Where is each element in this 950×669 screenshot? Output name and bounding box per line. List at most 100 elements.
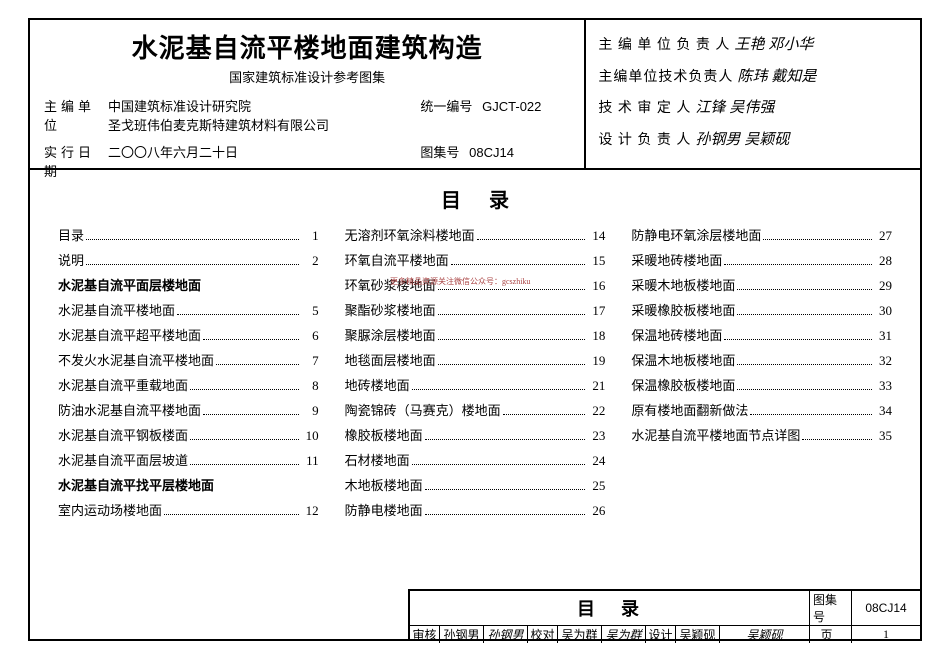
toc-text: 室内运动场楼地面 <box>58 500 162 519</box>
toc-text: 石材楼地面 <box>345 450 410 469</box>
toc-line: 橡胶板楼地面23 <box>345 425 606 444</box>
toc-dots <box>86 264 299 265</box>
toc-page: 6 <box>301 328 319 344</box>
toc-line: 说明 2 <box>58 250 319 269</box>
page-border: 水泥基自流平楼地面建筑构造 国家建筑标准设计参考图集 主编单位 中国建筑标准设计… <box>28 18 922 641</box>
toc-dots <box>724 264 872 265</box>
toc-dots <box>438 339 586 340</box>
sig3-v2: 吴伟强 <box>729 93 774 125</box>
toc-page: 2 <box>301 253 319 269</box>
toc-page: 7 <box>301 353 319 369</box>
footer-bottom: 审核 孙钢男 孙钢男 校对 吴为群 吴为群 设计 吴颖砚 吴颖砚 页 1 <box>410 626 920 643</box>
toc-text: 防静电环氧涂层楼地面 <box>631 225 761 244</box>
setnum-cell: 图集号 08CJ14 <box>420 142 570 161</box>
toc-line: 保温橡胶板楼地面33 <box>631 375 892 394</box>
sig2-v2: 戴知是 <box>771 62 816 94</box>
toc-line: 水泥基自流平超平楼地面 6 <box>58 325 319 344</box>
toc-page: 23 <box>587 428 605 444</box>
footer-page-value: 1 <box>852 626 920 643</box>
toc-dots <box>737 364 872 365</box>
toc-text: 木地板楼地面 <box>345 475 423 494</box>
toc-line: 水泥基自流平楼地面5 <box>58 300 319 319</box>
toc-page: 25 <box>587 478 605 494</box>
toc-text: 采暖木地板楼地面 <box>631 275 735 294</box>
toc-text: 水泥基自流平重载地面 <box>58 375 188 394</box>
toc-block: 目录 目录 1 说明 2 水泥基自流平面层楼地面水泥基自流平楼地面5 水泥基自流平超平楼地… <box>30 170 920 589</box>
toc-text: 水泥基自流平楼地面节点详图 <box>631 425 800 444</box>
toc-col-1: 目录 1 说明 2 水泥基自流平面层楼地面水泥基自流平楼地面5 水泥基自流平超平楼地面 6 不… <box>58 225 319 525</box>
date-value: 二〇〇八年六月二十日 <box>108 142 420 161</box>
toc-dots <box>412 389 586 390</box>
toc-dots <box>438 364 586 365</box>
toc-line: 地毯面层楼地面19 <box>345 350 606 369</box>
toc-text: 防静电楼地面 <box>345 500 423 519</box>
toc-line: 水泥基自流平面层楼地面 <box>58 275 319 294</box>
toc-text: 水泥基自流平面层楼地面 <box>58 275 201 294</box>
toc-line: 原有楼地面翻新做法34 <box>631 400 892 419</box>
toc-dots <box>164 514 299 515</box>
sig4-v1: 孙钢男 <box>695 125 740 157</box>
toc-text: 地砖楼地面 <box>345 375 410 394</box>
codenum-cell: 统一编号 GJCT-022 <box>420 96 570 115</box>
toc-line: 陶瓷锦砖（马赛克）楼地面22 <box>345 400 606 419</box>
header-signatures: 主 编 单 位 负 责 人王艳邓小华 主编单位技术负责人陈玮戴知是 技 术 审 … <box>586 20 920 168</box>
toc-page: 28 <box>874 253 892 269</box>
toc-page: 11 <box>301 453 319 469</box>
org-label: 主编单位 <box>44 96 108 134</box>
footer-top: 目录 图集号 08CJ14 <box>410 591 920 626</box>
info-grid: 主编单位 中国建筑标准设计研究院 圣戈班伟伯麦克斯特建筑材料有限公司 统一编号 … <box>44 96 570 180</box>
doc-subtitle: 国家建筑标准设计参考图集 <box>44 67 570 86</box>
toc-page: 17 <box>587 303 605 319</box>
toc-line: 采暖橡胶板楼地面30 <box>631 300 892 319</box>
toc-text: 目录 <box>58 225 84 244</box>
toc-page: 1 <box>301 228 319 244</box>
toc-dots <box>86 239 299 240</box>
toc-line: 聚脲涂层楼地面18 <box>345 325 606 344</box>
toc-text: 无溶剂环氧涂料楼地面 <box>345 225 475 244</box>
toc-dots <box>190 464 299 465</box>
toc-line: 水泥基自流平钢板楼面10 <box>58 425 319 444</box>
toc-text: 说明 <box>58 250 84 269</box>
sig2-v1: 陈玮 <box>737 62 767 94</box>
toc-dots <box>477 239 586 240</box>
setnum-value: 08CJ14 <box>469 145 514 160</box>
toc-dots <box>438 289 586 290</box>
codenum-label: 统一编号 <box>420 99 472 114</box>
toc-text: 水泥基自流平找平层楼地面 <box>58 475 214 494</box>
sig1-v1: 王艳 <box>734 30 764 62</box>
toc-line: 聚酯砂浆楼地面17 <box>345 300 606 319</box>
toc-page: 18 <box>587 328 605 344</box>
toc-page: 12 <box>301 503 319 519</box>
toc-page: 24 <box>587 453 605 469</box>
toc-line: 环氧自流平楼地面15 <box>345 250 606 269</box>
toc-line: 采暖木地板楼地面29 <box>631 275 892 294</box>
toc-dots <box>724 339 872 340</box>
toc-dots <box>425 514 586 515</box>
toc-line: 水泥基自流平找平层楼地面 <box>58 475 319 494</box>
toc-line: 不发火水泥基自流平楼地面7 <box>58 350 319 369</box>
toc-dots <box>190 439 299 440</box>
codenum-value: GJCT-022 <box>482 99 541 114</box>
toc-line: 水泥基自流平楼地面节点详图35 <box>631 425 892 444</box>
toc-text: 保温橡胶板楼地面 <box>631 375 735 394</box>
toc-text: 水泥基自流平面层坡道 <box>58 450 188 469</box>
toc-columns: 目录 1 说明 2 水泥基自流平面层楼地面水泥基自流平楼地面5 水泥基自流平超平楼地面 6 不… <box>58 225 892 525</box>
footer-set-label: 图集号 <box>810 591 852 625</box>
toc-page: 22 <box>587 403 605 419</box>
toc-dots <box>203 339 299 340</box>
chk-name-1: 孙钢男 <box>440 626 484 643</box>
toc-dots <box>177 314 299 315</box>
toc-page: 21 <box>587 378 605 394</box>
header-block: 水泥基自流平楼地面建筑构造 国家建筑标准设计参考图集 主编单位 中国建筑标准设计… <box>30 20 920 170</box>
toc-page: 14 <box>587 228 605 244</box>
toc-page: 8 <box>301 378 319 394</box>
toc-line: 水泥基自流平重载地面 8 <box>58 375 319 394</box>
sig2-label: 主编单位技术负责人 <box>598 63 733 92</box>
toc-dots <box>203 414 299 415</box>
toc-dots <box>425 439 586 440</box>
toc-page: 34 <box>874 403 892 419</box>
footer-set-value: 08CJ14 <box>852 591 920 625</box>
toc-text: 水泥基自流平超平楼地面 <box>58 325 201 344</box>
sig1-v2: 邓小华 <box>768 30 813 62</box>
toc-dots <box>750 414 872 415</box>
